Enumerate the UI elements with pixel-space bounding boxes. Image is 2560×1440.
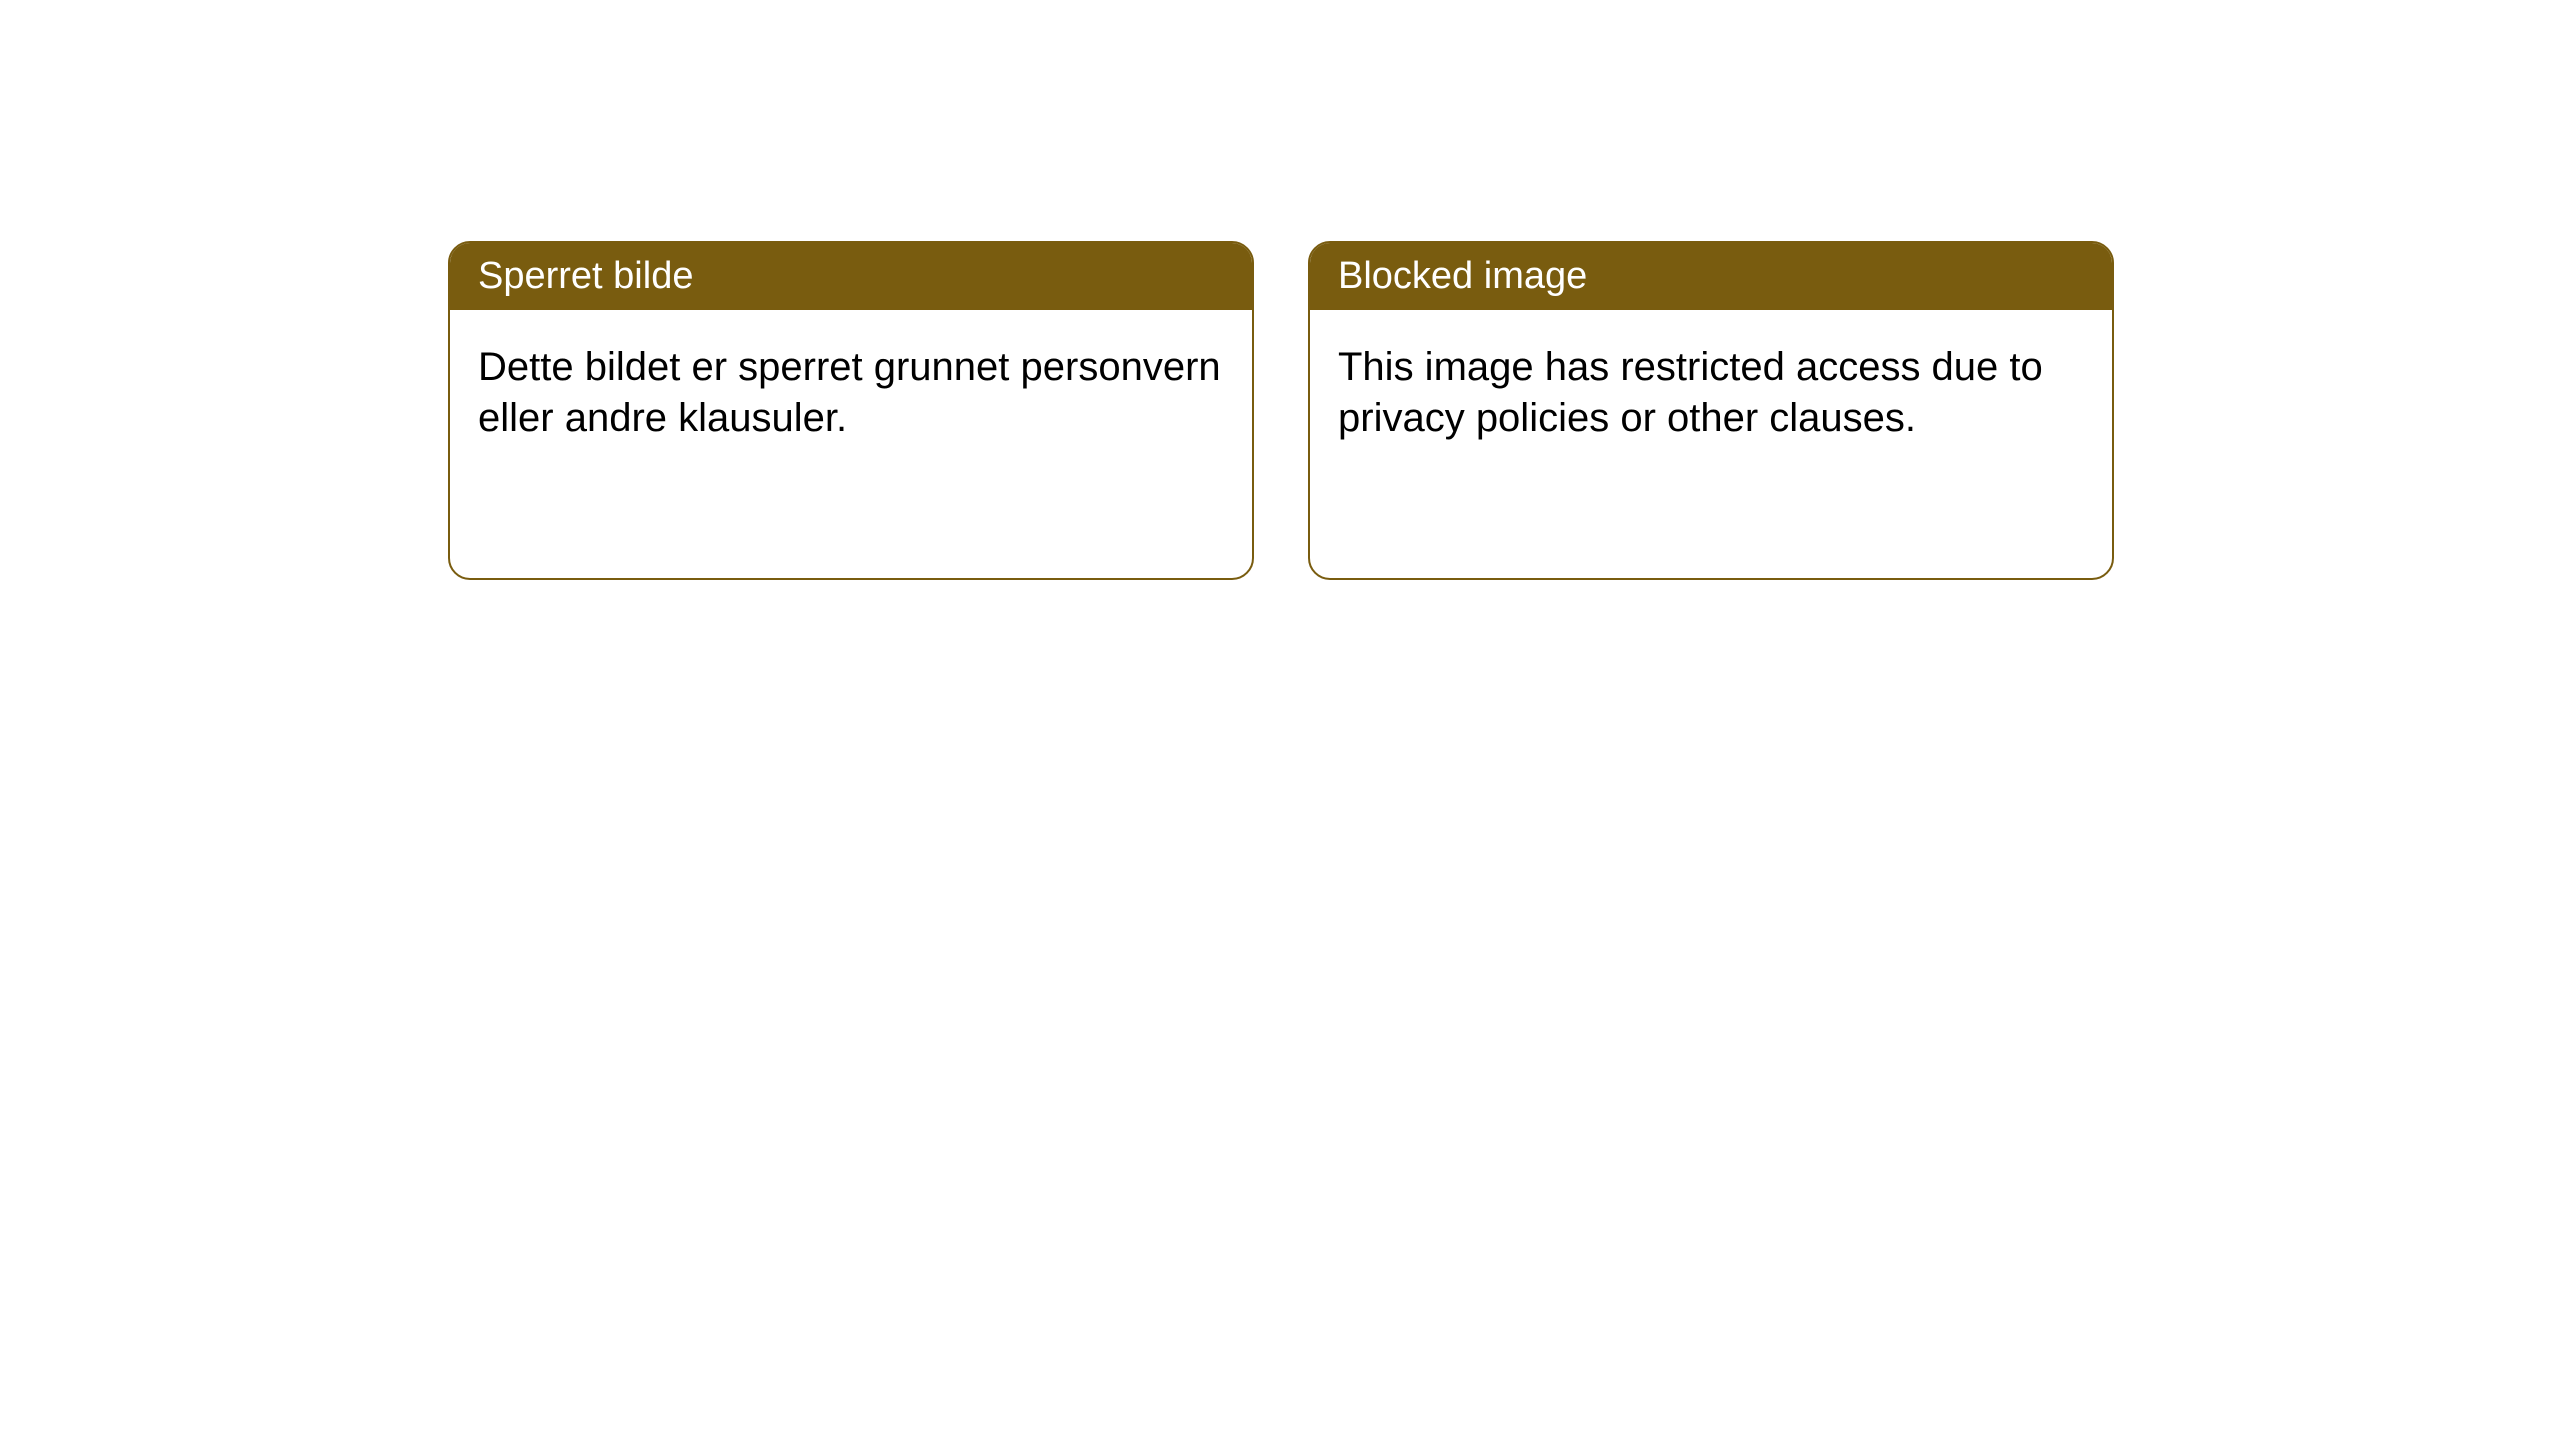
card-message: This image has restricted access due to …: [1338, 345, 2043, 440]
notice-card-norwegian: Sperret bilde Dette bildet er sperret gr…: [448, 241, 1254, 580]
card-body-norwegian: Dette bildet er sperret grunnet personve…: [450, 310, 1252, 476]
card-body-english: This image has restricted access due to …: [1310, 310, 2112, 476]
card-header-english: Blocked image: [1310, 243, 2112, 310]
notice-card-english: Blocked image This image has restricted …: [1308, 241, 2114, 580]
card-header-norwegian: Sperret bilde: [450, 243, 1252, 310]
notice-cards-container: Sperret bilde Dette bildet er sperret gr…: [448, 241, 2114, 580]
card-message: Dette bildet er sperret grunnet personve…: [478, 345, 1221, 440]
card-title: Sperret bilde: [478, 255, 693, 297]
card-title: Blocked image: [1338, 255, 1587, 297]
